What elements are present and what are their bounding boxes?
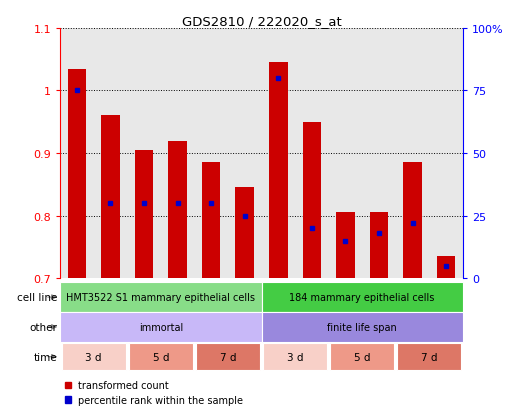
- Bar: [397, 344, 461, 370]
- Title: GDS2810 / 222020_s_at: GDS2810 / 222020_s_at: [181, 15, 342, 28]
- Text: other: other: [30, 322, 58, 332]
- Text: 184 mammary epithelial cells: 184 mammary epithelial cells: [290, 292, 435, 302]
- Text: time: time: [34, 352, 58, 362]
- Bar: [202, 163, 220, 278]
- Text: 7 d: 7 d: [220, 352, 236, 362]
- Bar: [62, 344, 126, 370]
- Bar: [331, 344, 394, 370]
- Bar: [303, 123, 321, 278]
- Bar: [263, 344, 327, 370]
- Bar: [370, 213, 388, 278]
- Text: immortal: immortal: [139, 322, 183, 332]
- Bar: [336, 213, 355, 278]
- Text: transformed count: transformed count: [78, 380, 169, 390]
- Bar: [235, 188, 254, 278]
- Bar: [262, 282, 463, 312]
- Text: 3 d: 3 d: [85, 352, 102, 362]
- Text: finite life span: finite life span: [327, 322, 397, 332]
- Bar: [262, 312, 463, 342]
- Bar: [60, 282, 262, 312]
- Bar: [60, 312, 262, 342]
- Text: 5 d: 5 d: [153, 352, 169, 362]
- Bar: [269, 63, 288, 278]
- Text: 5 d: 5 d: [354, 352, 370, 362]
- Bar: [437, 256, 456, 278]
- Text: 3 d: 3 d: [287, 352, 303, 362]
- Bar: [403, 163, 422, 278]
- Bar: [196, 344, 260, 370]
- Bar: [129, 344, 192, 370]
- Text: cell line: cell line: [17, 292, 58, 302]
- Text: percentile rank within the sample: percentile rank within the sample: [78, 394, 243, 405]
- Bar: [168, 141, 187, 278]
- Bar: [101, 116, 120, 278]
- Text: 7 d: 7 d: [421, 352, 438, 362]
- Bar: [67, 69, 86, 278]
- Text: HMT3522 S1 mammary epithelial cells: HMT3522 S1 mammary epithelial cells: [66, 292, 255, 302]
- Bar: [135, 150, 153, 278]
